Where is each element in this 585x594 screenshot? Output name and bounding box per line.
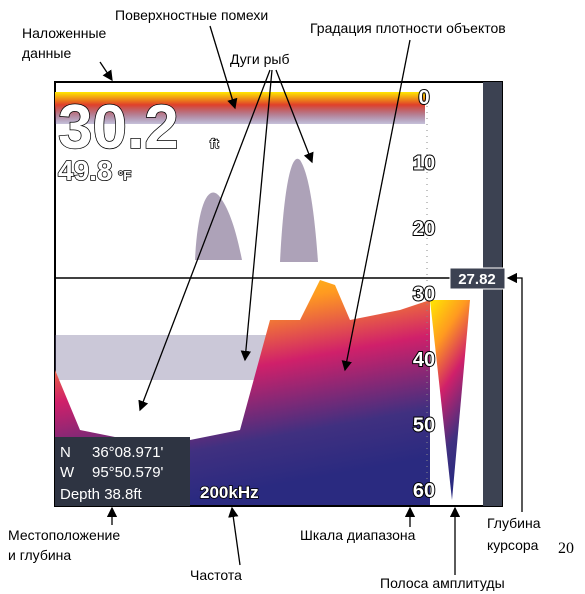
longitude: 95°50.579' (92, 464, 164, 481)
callout: Дуги рыб (230, 51, 289, 67)
callout: Глубина (487, 515, 541, 531)
lat-label: N (60, 444, 71, 461)
callout: Градация плотности объектов (310, 20, 506, 36)
range-scale-label: 40 (413, 349, 435, 371)
sonar-screen: 30.2 ft 49.8 °F 0 10 20 30 40 50 60 27.82 N 36… (54, 81, 506, 507)
depth-readout: 30.2 (58, 93, 179, 162)
depth-line: Depth 38.8ft (60, 486, 143, 503)
callout: Поверхностные помехи (115, 7, 268, 23)
range-scale-label: 50 (413, 415, 435, 437)
lon-label: W (60, 464, 75, 481)
depth-unit: ft (210, 136, 219, 151)
temperature-readout: 49.8 (58, 155, 113, 186)
latitude: 36°08.971' (92, 444, 164, 461)
cursor-depth: 27.82 (458, 271, 496, 288)
range-scale-label: 10 (413, 153, 435, 175)
temperature-unit: °F (118, 168, 131, 183)
callout: Полоса амплитуды (380, 575, 505, 591)
callout: курсора (487, 537, 539, 553)
callouts: Наложенные данные Поверхностные помехи Г… (8, 7, 574, 591)
callout: и глубина (8, 547, 71, 563)
range-scale-label: 0 (418, 87, 429, 109)
frequency-readout: 200kHz (200, 483, 259, 502)
callout: Частота (190, 567, 242, 583)
range-scale-label: 30 (413, 284, 435, 306)
page-number: 20 (558, 540, 574, 557)
callout: данные (22, 45, 71, 61)
callout: Шкала диапазона (300, 527, 416, 543)
callout: Местоположение (8, 527, 120, 543)
callout: Наложенные (22, 25, 107, 41)
range-scale-label: 20 (413, 218, 435, 240)
range-scale-label: 60 (413, 480, 435, 502)
